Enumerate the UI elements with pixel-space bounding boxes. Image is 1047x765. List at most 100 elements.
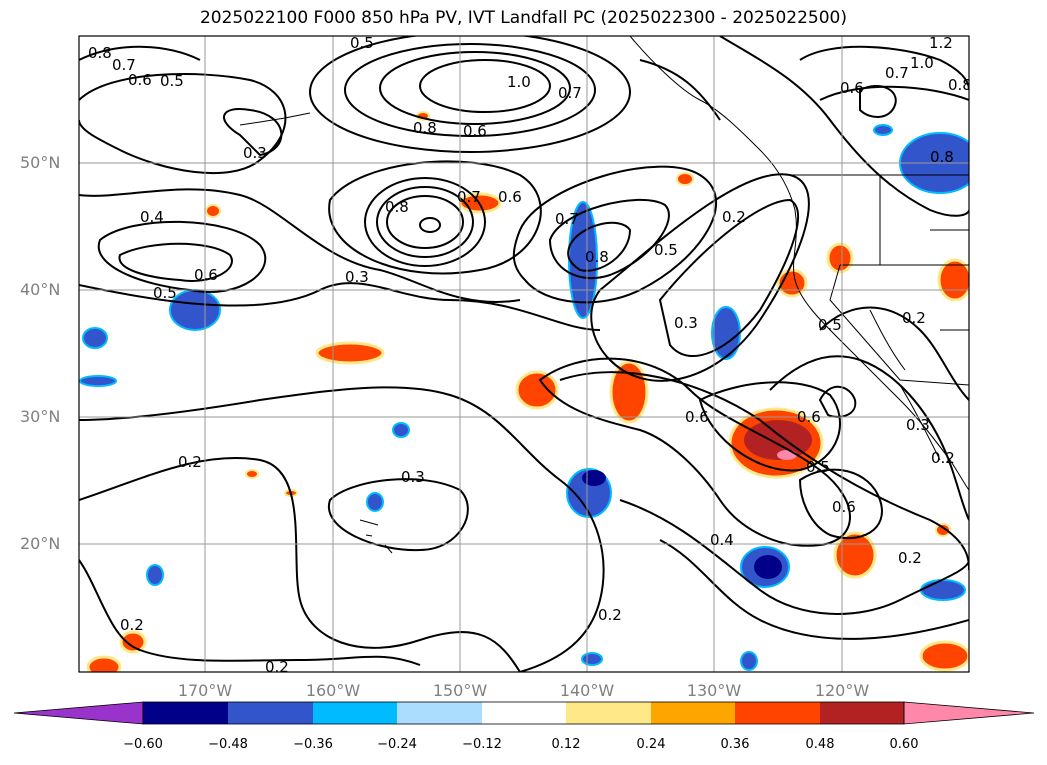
negative-patch [740, 651, 758, 671]
colorbar-bin [143, 702, 228, 724]
contour-label: 0.3 [674, 314, 698, 332]
colorbar-bin [566, 702, 651, 724]
colorbar [13, 701, 1035, 725]
colorbar-bin [735, 702, 820, 724]
contour-label: 0.2 [265, 658, 289, 676]
negative-patch [392, 422, 410, 438]
colorbar-high-extend [903, 701, 1035, 725]
contour-label: 0.2 [598, 606, 622, 624]
negative-patch [169, 289, 221, 331]
contour-label: 0.7 [457, 188, 481, 206]
positive-patch [205, 204, 221, 218]
map-frame [78, 35, 970, 673]
contour-label: 0.2 [178, 453, 202, 471]
positive-patch [833, 531, 877, 579]
contour-label: 0.8 [930, 148, 954, 166]
shading-layer [79, 111, 969, 672]
colorbar-tick: 0.12 [551, 737, 581, 752]
colorbar-bin [651, 702, 735, 724]
contour-label: 0.6 [498, 188, 522, 206]
contour-label: 0.5 [818, 316, 842, 334]
negative-patch [79, 375, 117, 387]
colorbar-tick: −0.60 [123, 737, 163, 752]
lon-label: 170°W [177, 681, 233, 700]
lon-label: 160°W [305, 681, 361, 700]
lat-label: 50°N [20, 153, 61, 172]
colorbar-bin [228, 702, 313, 724]
contour-label: 0.3 [243, 144, 267, 162]
contour-label: 0.2 [722, 208, 746, 226]
contour-label: 0.6 [128, 71, 152, 89]
contour-label: 0.2 [902, 309, 926, 327]
negative-patch [146, 564, 164, 586]
contour-label: 1.0 [507, 73, 531, 91]
colorbar-tick: −0.24 [377, 737, 417, 752]
colorbar-tick: 0.48 [805, 737, 835, 752]
negative-patch [920, 579, 966, 601]
positive-patch [676, 172, 694, 186]
contour-label: 0.8 [948, 76, 972, 94]
contour-label: 0.6 [685, 408, 709, 426]
contour-label: 0.7 [885, 64, 909, 82]
positive-patch [245, 469, 259, 479]
positive-patch [119, 630, 147, 654]
contour-labels: 0.8 0.7 0.6 0.5 0.3 0.4 0.5 0.6 0.3 0.2 … [88, 34, 972, 676]
colorbar-low-extend [13, 701, 144, 725]
positive-patch [609, 360, 649, 424]
contour-label: 0.2 [931, 449, 955, 467]
positive-patch [826, 242, 854, 274]
colorbar-tick: −0.12 [462, 737, 502, 752]
contour-label: 0.8 [413, 119, 437, 137]
contour-label: 0.4 [140, 208, 164, 226]
contour-label: 0.7 [112, 56, 136, 74]
colorbar-tick: 0.36 [720, 737, 750, 752]
contour-label: 0.2 [120, 616, 144, 634]
contour-label: 0.6 [194, 266, 218, 284]
contour-label: 0.6 [463, 122, 487, 140]
lon-label: 130°W [686, 681, 742, 700]
negative-patch [754, 555, 782, 579]
positive-patch [315, 341, 385, 365]
contour-label: 0.5 [654, 241, 678, 259]
contour-label: 0.7 [558, 84, 582, 102]
positive-patch [937, 258, 969, 302]
contour-label: 0.3 [906, 416, 930, 434]
colorbar-bin [820, 702, 904, 724]
contour-label: 0.4 [710, 531, 734, 549]
contour-label: 0.6 [832, 498, 856, 516]
positive-patch [515, 370, 559, 410]
contour-label: 0.3 [401, 468, 425, 486]
contour-label: 0.5 [160, 72, 184, 90]
contour-label: 0.3 [345, 268, 369, 286]
contour-label: 1.2 [929, 34, 953, 52]
colorbar-bin [482, 702, 566, 724]
negative-patch [581, 652, 603, 666]
negative-patch [582, 470, 606, 486]
contour-label: 0.8 [585, 248, 609, 266]
positive-patch [935, 523, 951, 537]
gridlines [79, 36, 969, 672]
positive-patch [86, 655, 122, 672]
contour-label: 0.2 [898, 549, 922, 567]
lat-label: 30°N [20, 407, 61, 426]
contour-label: 0.5 [153, 284, 177, 302]
contour-label: 0.6 [840, 79, 864, 97]
colorbar-tick: 0.24 [636, 737, 666, 752]
negative-patch [82, 327, 108, 349]
colorbar-tick: −0.48 [208, 737, 248, 752]
colorbar-tick: −0.36 [293, 737, 333, 752]
positive-patch [919, 640, 969, 672]
contour-label: 0.6 [797, 408, 821, 426]
negative-patch [711, 306, 741, 360]
contour-label: 1.0 [910, 54, 934, 72]
positive-patch [777, 450, 797, 460]
contour-label: 0.8 [385, 198, 409, 216]
lat-label: 20°N [20, 534, 61, 553]
colorbar-bin [397, 702, 482, 724]
contour-label: 0.5 [806, 458, 830, 476]
map-title: 2025022100 F000 850 hPa PV, IVT Landfall… [199, 8, 847, 28]
coastline-layer [239, 36, 969, 554]
positive-patch [744, 420, 812, 460]
negative-patch [366, 492, 384, 512]
